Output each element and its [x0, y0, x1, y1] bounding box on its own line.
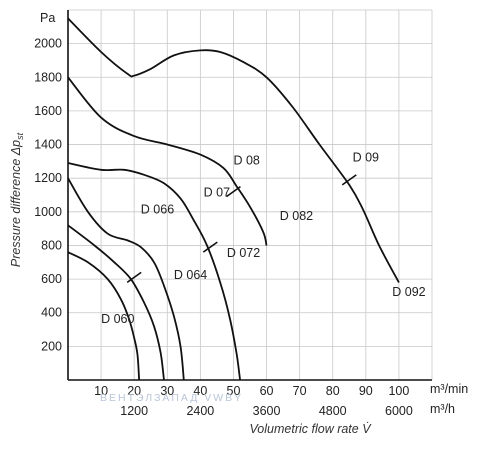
x-tick-label: 60 [260, 384, 274, 398]
y-tick-label: 600 [41, 272, 62, 286]
marker-tick [126, 271, 142, 284]
x-secondary-tick-label: 2400 [186, 404, 214, 418]
axes [67, 10, 432, 381]
x-tick-label: 30 [160, 384, 174, 398]
y-tick-label: 2000 [34, 37, 62, 51]
curve-d064 [67, 224, 165, 381]
y-tick-label: 1000 [34, 205, 62, 219]
x-tick-label: 40 [193, 384, 207, 398]
label-d064: D 064 [174, 268, 207, 282]
x-tick-label: 10 [94, 384, 108, 398]
label-d066: D 066 [141, 203, 174, 217]
x-secondary-tick-label: 4800 [319, 404, 347, 418]
marker-tick [225, 185, 241, 198]
label-d072: D 072 [227, 246, 260, 260]
x-secondary-tick-label: 3600 [253, 404, 281, 418]
label-d082: D 082 [280, 209, 313, 223]
y-axis-title: Pressure difference Δpst [9, 132, 25, 267]
marker-tick [202, 241, 218, 253]
tick-labels: 200 400 600 800 1000 1200 1400 1600 1800 2000 10 20… [34, 37, 413, 418]
x-axis-title: Volumetric flow rate V̇ [249, 422, 372, 436]
label-d07: D 07 [204, 186, 230, 200]
label-d060: D 060 [101, 312, 134, 326]
curve-d09 [67, 17, 400, 283]
x-unit-primary: m³/min [430, 382, 468, 396]
x-tick-label: 20 [127, 384, 141, 398]
x-secondary-tick-label: 1200 [120, 404, 148, 418]
y-tick-label: 800 [41, 238, 62, 252]
x-tick-label: 80 [326, 384, 340, 398]
operating-point-markers [126, 174, 357, 284]
x-tick-label: 90 [359, 384, 373, 398]
watermark: ВЕНТЭЛЗАПАД VWBY [100, 392, 243, 404]
curve-d08 [67, 76, 268, 246]
y-tick-label: 1400 [34, 138, 62, 152]
y-tick-label: 400 [41, 306, 62, 320]
curves [67, 17, 400, 381]
y-tick-label: 200 [41, 339, 62, 353]
curve-labels: D 060 D 064 D 066 D 07 D 072 D 08 D 082 D 09 D 0… [101, 150, 426, 325]
curve-d066 [67, 177, 185, 381]
y-tick-label: 1200 [34, 171, 62, 185]
x-secondary-tick-label: 6000 [385, 404, 413, 418]
y-unit-label: Pa [40, 11, 55, 25]
curve-d07 [67, 162, 241, 381]
x-unit-secondary: m³/h [430, 402, 455, 416]
x-tick-label: 100 [388, 384, 409, 398]
label-d09: D 09 [353, 150, 379, 164]
x-tick-label: 70 [293, 384, 307, 398]
x-tick-label: 50 [227, 384, 241, 398]
label-d092: D 092 [392, 285, 425, 299]
y-axis-title-text: Pressure difference Δp [9, 140, 23, 267]
grid [68, 9, 433, 380]
curve-d060 [67, 251, 140, 381]
y-tick-label: 1800 [34, 70, 62, 84]
label-d08: D 08 [233, 154, 259, 168]
y-tick-label: 1600 [34, 104, 62, 118]
y-axis-title-subscript: st [15, 132, 25, 140]
marker-tick [341, 174, 357, 186]
